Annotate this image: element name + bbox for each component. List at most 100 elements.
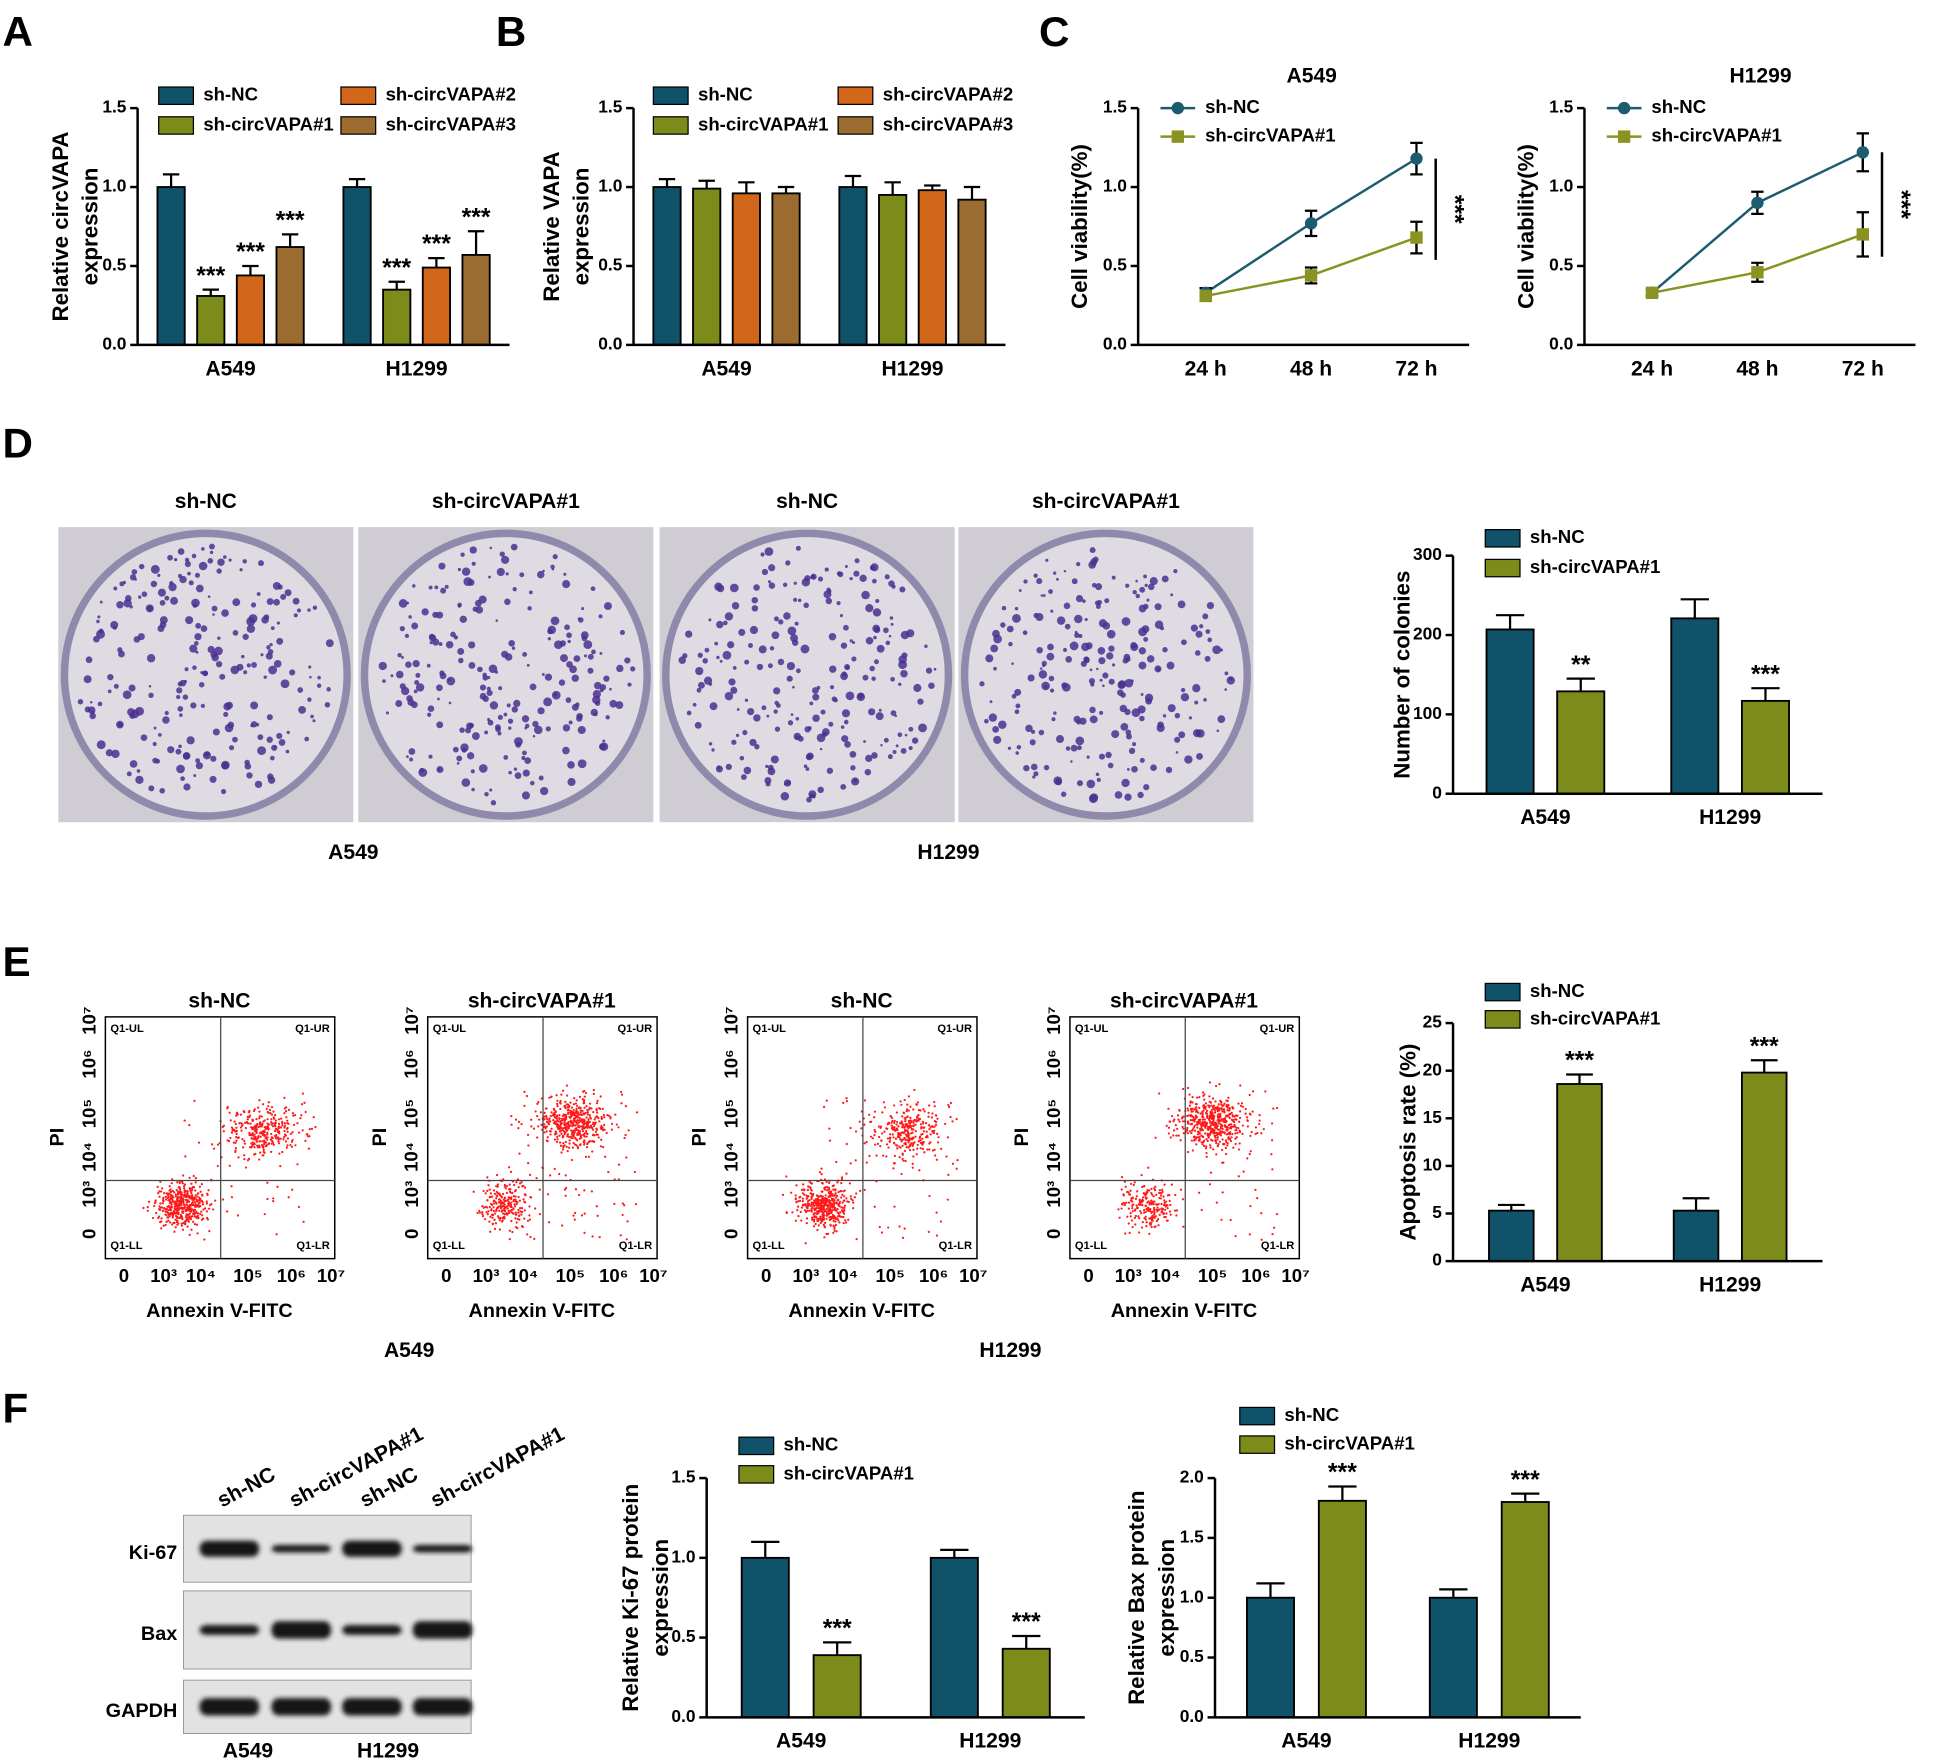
event-dot [899,1146,902,1149]
error-bar [242,264,259,276]
event-dot [246,1118,249,1121]
event-dot [893,1154,897,1158]
colony [1121,778,1130,788]
y-axis-label: Relative Ki-67 protein [618,1484,643,1712]
event-dot [193,1215,196,1218]
event-dot [633,1170,637,1174]
event-dot [275,1233,278,1236]
event-dot [1168,1199,1171,1202]
event-dot [1147,1166,1150,1169]
event-dot [155,1211,158,1215]
event-dot [171,1223,174,1226]
event-dot [1205,1155,1208,1158]
colony [113,683,119,689]
event-dot [166,1216,169,1219]
event-dot [627,1129,630,1132]
event-dot [178,1181,181,1185]
colony [749,738,757,747]
event-dot [230,1131,234,1134]
event-dot [1233,1115,1236,1118]
event-dot [592,1140,595,1143]
y-tick-label: 0.0 [671,1706,695,1726]
colony [1096,777,1101,782]
event-dot [168,1192,171,1195]
colony [228,558,232,562]
event-dot [602,1114,606,1117]
event-dot [176,1199,179,1202]
event-dot [1129,1215,1132,1218]
event-dot [1246,1157,1249,1160]
event-dot [1129,1211,1132,1215]
colony [865,754,873,763]
colony [170,596,178,605]
event-dot [571,1125,574,1128]
colony [521,755,526,761]
event-dot [501,1205,504,1208]
event-dot [1148,1208,1151,1211]
event-dot [901,1157,904,1161]
event-dot [795,1201,798,1204]
event-dot [1190,1129,1194,1132]
event-dot [602,1146,605,1149]
colony [563,572,567,576]
event-dot [818,1171,822,1174]
event-dot [1212,1104,1216,1107]
event-dot [260,1143,264,1147]
event-dot [272,1197,275,1200]
event-dot [940,1147,943,1150]
event-dot [512,1194,515,1198]
colony [1217,715,1226,724]
colony [577,759,587,769]
colony [900,630,910,640]
colony [157,573,161,578]
colony [190,702,197,709]
event-dot [257,1135,260,1138]
colony [872,578,877,584]
event-dot [278,1152,281,1155]
x-tick-label: 10⁴ [508,1265,538,1286]
event-dot [581,1109,584,1113]
event-dot [1214,1084,1218,1088]
event-dot [1220,1218,1223,1221]
event-dot [171,1214,175,1217]
event-dot [1275,1213,1279,1216]
colony [1001,605,1007,611]
colony [1060,791,1067,797]
blot-band [342,1624,402,1635]
event-dot [270,1118,273,1121]
event-dot [185,1213,188,1216]
event-dot [1190,1132,1193,1135]
group-label: H1299 [917,841,979,864]
event-dot [892,1136,895,1139]
event-dot [907,1127,910,1130]
event-dot [286,1144,289,1147]
colony [1023,579,1028,584]
event-dot [1234,1118,1237,1121]
colony [1192,684,1201,693]
bar [1556,1083,1603,1263]
event-dot [492,1202,496,1205]
colony [1070,760,1073,763]
event-dot [571,1123,574,1126]
colony [267,773,274,780]
event-dot [253,1133,256,1136]
event-dot [583,1189,586,1192]
event-dot [566,1135,569,1138]
colony [550,616,560,626]
colony [796,668,801,674]
event-dot [1155,1219,1159,1223]
event-dot [1215,1126,1218,1129]
event-dot [858,1120,861,1123]
error-bar [777,185,795,194]
event-dot [286,1119,289,1122]
event-dot [1270,1139,1274,1142]
event-dot [528,1218,532,1221]
event-dot [254,1152,257,1156]
event-dot [565,1128,568,1131]
event-dot [526,1233,529,1236]
legend-swatch [1239,1435,1276,1454]
event-dot [505,1205,508,1208]
colony [148,692,154,699]
y-tick-label: 0 [1432,1250,1442,1270]
colony [778,619,784,625]
